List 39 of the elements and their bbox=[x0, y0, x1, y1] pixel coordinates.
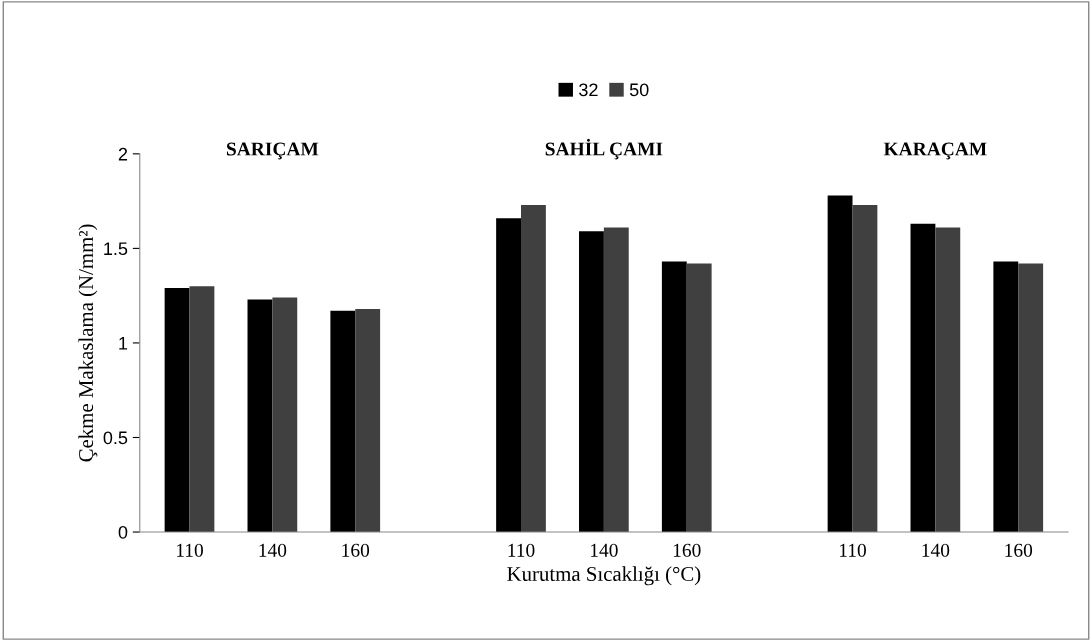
bar bbox=[272, 297, 298, 533]
annotation: SARIÇAM bbox=[226, 142, 319, 160]
y-axis-title: Çekme Makaslama (N/mm²) bbox=[78, 224, 98, 462]
bar bbox=[827, 195, 853, 533]
y-tick-label: 1.5 bbox=[104, 242, 128, 256]
bar bbox=[164, 288, 190, 533]
y-tick-label: 2 bbox=[118, 147, 128, 161]
x-tick-label: 140 bbox=[922, 543, 950, 557]
bar bbox=[852, 204, 878, 533]
bar bbox=[247, 299, 273, 533]
bar bbox=[661, 261, 687, 533]
annotation: KARAÇAM bbox=[883, 142, 987, 160]
y-tick-label: 0.5 bbox=[103, 431, 128, 445]
x-axis-title: Kurutma Sıcaklığı (°C) bbox=[507, 566, 701, 586]
bar bbox=[330, 310, 356, 533]
x-tick-label: 160 bbox=[673, 543, 701, 557]
x-tick-label: 140 bbox=[259, 543, 287, 557]
y-tick-label: 0 bbox=[118, 525, 128, 539]
bar bbox=[935, 227, 961, 533]
bar bbox=[603, 227, 629, 533]
x-tick-label: 110 bbox=[508, 543, 535, 557]
y-tick-label: 1 bbox=[119, 337, 128, 350]
bar bbox=[521, 204, 546, 533]
bar bbox=[355, 308, 381, 533]
bar bbox=[1018, 263, 1044, 533]
legend-label: 32 bbox=[579, 83, 598, 97]
bar bbox=[189, 286, 215, 533]
bar bbox=[993, 261, 1019, 533]
x-tick-label: 110 bbox=[176, 543, 203, 557]
x-tick-label: 110 bbox=[839, 543, 866, 557]
x-tick-label: 160 bbox=[342, 543, 370, 557]
bar bbox=[910, 223, 936, 533]
annotation: SAHİL ÇAMI bbox=[545, 138, 663, 160]
x-tick-label: 160 bbox=[1005, 543, 1033, 557]
bar bbox=[579, 231, 604, 533]
x-tick-label: 140 bbox=[591, 543, 618, 557]
bar bbox=[686, 263, 712, 533]
legend-label: 50 bbox=[629, 83, 649, 97]
bar bbox=[496, 218, 521, 533]
